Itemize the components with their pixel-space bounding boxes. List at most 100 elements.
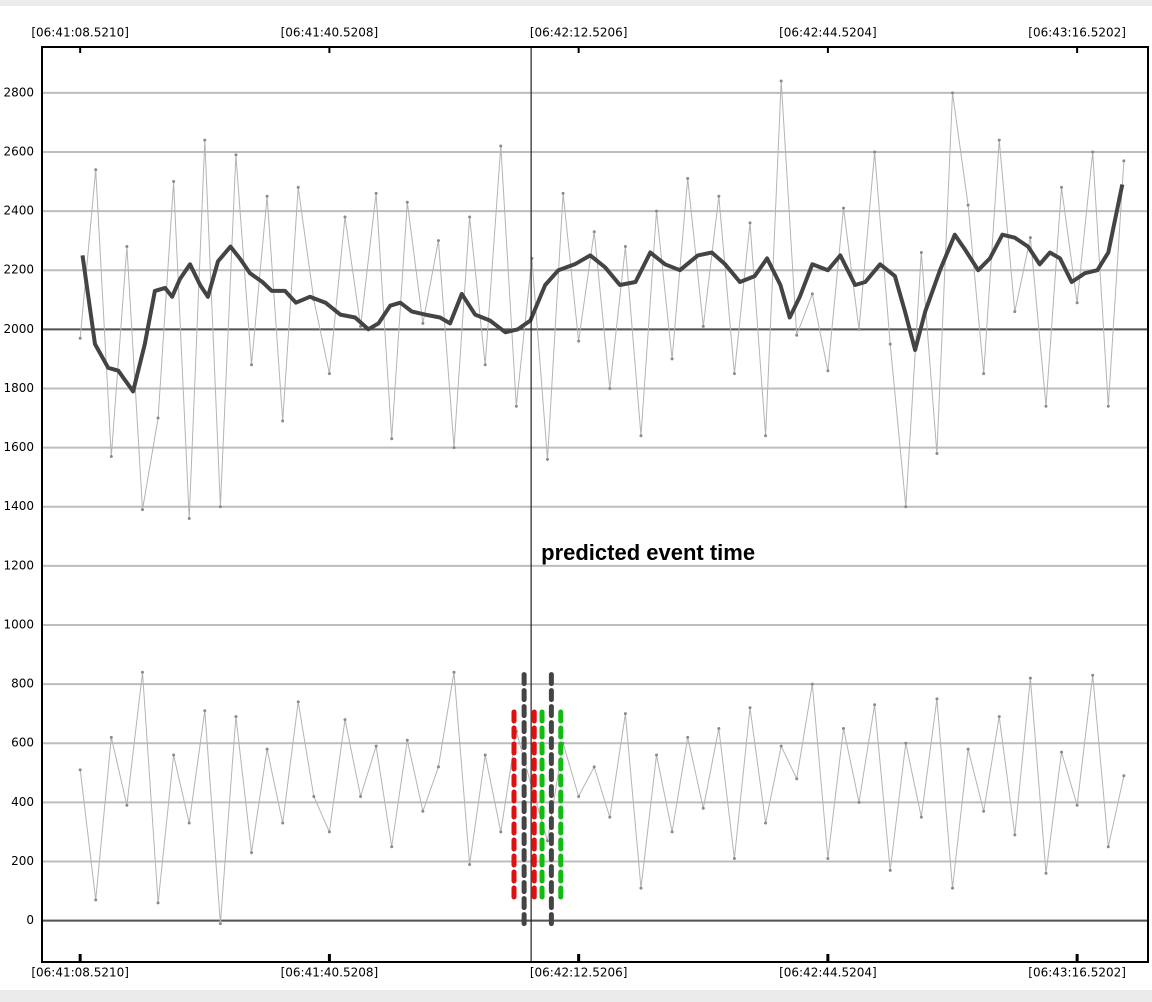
data-point <box>577 794 581 798</box>
data-point <box>250 363 254 367</box>
data-point <box>966 203 970 207</box>
data-point <box>1106 845 1110 849</box>
data-point <box>78 336 82 340</box>
data-point <box>390 845 394 849</box>
data-point <box>327 830 331 834</box>
y-tick-label: 1600 <box>3 440 34 454</box>
data-point <box>686 177 690 181</box>
y-tick-label: 2800 <box>3 85 34 99</box>
data-point <box>312 794 316 798</box>
data-point <box>468 862 472 866</box>
data-point <box>436 239 440 243</box>
data-point <box>561 191 565 195</box>
data-point <box>670 357 674 361</box>
y-tick-label: 2000 <box>3 322 34 336</box>
data-point <box>125 245 129 249</box>
data-point <box>296 185 300 189</box>
data-point <box>499 830 503 834</box>
x-tick-label: [06:42:44.5204] <box>779 966 877 980</box>
x-tick-label: [06:41:40.5208] <box>281 966 379 980</box>
data-point <box>156 416 160 420</box>
data-point <box>421 809 425 813</box>
data-point <box>779 744 783 748</box>
data-point <box>592 230 596 234</box>
data-point <box>857 800 861 804</box>
data-point <box>1028 236 1032 240</box>
data-point <box>187 821 191 825</box>
data-point <box>514 404 518 408</box>
data-point <box>545 457 549 461</box>
data-point <box>483 363 487 367</box>
x-tick-label: [06:42:12.5206] <box>530 966 628 980</box>
data-point <box>343 215 347 219</box>
chart-background <box>0 6 1152 990</box>
data-point <box>1106 404 1110 408</box>
x-tick-label: [06:43:16.5202] <box>1028 966 1126 980</box>
data-point <box>140 670 144 674</box>
x-tick-label: [06:41:40.5208] <box>281 26 379 40</box>
y-tick-label: 1000 <box>3 617 34 631</box>
data-point <box>1060 750 1064 754</box>
data-point <box>888 342 892 346</box>
data-point <box>499 144 503 148</box>
y-tick-label: 1400 <box>3 499 34 513</box>
data-point <box>748 706 752 710</box>
data-point <box>795 777 799 781</box>
x-tick-label: [06:42:12.5206] <box>530 26 628 40</box>
data-point <box>732 372 736 376</box>
data-point <box>951 886 955 890</box>
data-point <box>218 505 222 509</box>
data-point <box>1091 673 1095 677</box>
data-point <box>810 292 814 296</box>
data-point <box>717 194 721 198</box>
data-point <box>623 245 627 249</box>
data-point <box>764 434 768 438</box>
data-point <box>218 922 222 926</box>
y-tick-label: 400 <box>11 795 34 809</box>
y-tick-label: 600 <box>11 736 34 750</box>
data-point <box>483 753 487 757</box>
data-point <box>623 712 627 716</box>
data-point <box>935 452 939 456</box>
data-point <box>701 324 705 328</box>
data-point <box>203 709 207 713</box>
data-point <box>1091 150 1095 154</box>
data-point <box>1060 185 1064 189</box>
data-point <box>1075 301 1079 305</box>
data-point <box>374 191 378 195</box>
data-point <box>1075 803 1079 807</box>
data-point <box>94 168 98 172</box>
data-point <box>327 372 331 376</box>
series-line <box>79 80 1125 519</box>
data-point <box>545 839 549 843</box>
data-point <box>1013 310 1017 314</box>
data-point <box>701 806 705 810</box>
data-point <box>436 765 440 769</box>
data-point <box>468 215 472 219</box>
data-point <box>935 697 939 701</box>
data-point <box>997 715 1001 719</box>
data-point <box>951 91 955 95</box>
data-point <box>966 747 970 751</box>
data-point <box>421 321 425 325</box>
data-point <box>405 738 409 742</box>
data-point <box>1044 871 1048 875</box>
data-point <box>265 747 269 751</box>
data-point <box>1028 676 1032 680</box>
data-point <box>904 741 908 745</box>
data-point <box>1013 833 1017 837</box>
x-tick-label: [06:41:08.5210] <box>31 966 129 980</box>
data-point <box>826 857 830 861</box>
data-point <box>608 815 612 819</box>
y-tick-label: 2200 <box>3 263 34 277</box>
data-point <box>109 735 113 739</box>
data-point <box>592 765 596 769</box>
data-point <box>888 868 892 872</box>
series-line <box>80 184 1125 394</box>
data-point <box>826 369 830 373</box>
data-point <box>452 446 456 450</box>
data-point <box>203 138 207 142</box>
data-point <box>1122 774 1126 778</box>
data-point <box>857 327 861 331</box>
data-point <box>779 79 783 83</box>
